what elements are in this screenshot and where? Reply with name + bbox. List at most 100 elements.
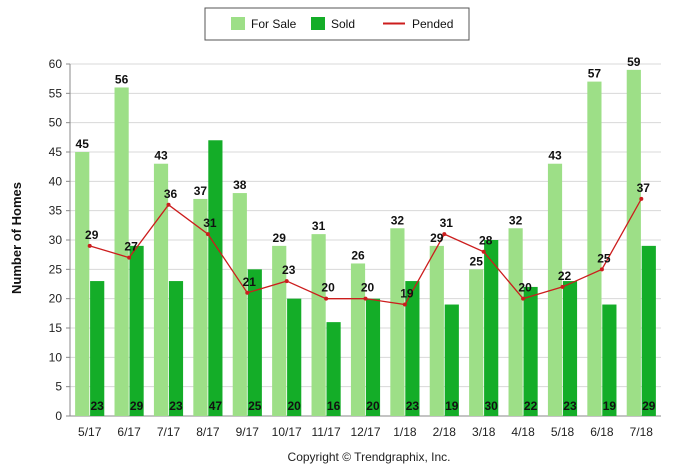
- copyright-footer: Copyright © Trendgraphix, Inc.: [288, 450, 451, 464]
- bar-for-sale: [350, 263, 366, 416]
- bar-sold: [365, 298, 381, 416]
- data-label-for-sale: 29: [273, 231, 287, 245]
- data-label-pended: 20: [361, 281, 375, 295]
- bar-sold: [287, 298, 302, 416]
- y-tick-label: 55: [49, 86, 63, 100]
- bar-for-sale: [272, 245, 287, 416]
- bar-for-sale: [153, 163, 169, 416]
- data-label-sold: 19: [445, 399, 459, 413]
- data-label-pended: 29: [85, 228, 99, 242]
- data-label-pended: 19: [400, 287, 414, 301]
- data-label-pended: 25: [597, 251, 611, 265]
- x-tick-label: 5/17: [78, 425, 102, 439]
- data-label-sold: 47: [209, 399, 223, 413]
- data-label-pended: 37: [637, 181, 651, 195]
- data-label-sold: 25: [248, 399, 262, 413]
- y-tick-label: 20: [49, 292, 63, 306]
- data-label-for-sale: 25: [470, 254, 484, 268]
- bar-sold: [129, 245, 144, 416]
- data-label-sold: 23: [91, 399, 105, 413]
- data-label-pended: 20: [518, 281, 532, 295]
- data-label-sold: 29: [130, 399, 144, 413]
- x-tick-label: 11/17: [312, 425, 341, 439]
- x-tick-label: 2/18: [433, 425, 457, 439]
- legend-swatch-for-sale: [231, 17, 245, 30]
- bar-sold: [90, 281, 105, 416]
- pended-point: [205, 232, 210, 237]
- bar-sold: [405, 281, 420, 416]
- x-tick-label: 6/17: [117, 425, 141, 439]
- pended-point: [402, 302, 407, 307]
- data-label-sold: 16: [327, 399, 341, 413]
- data-labels: 45 23 56 29 43 23 37 47 38 25 29 20 31 16 26 20 32 23 29 19…: [76, 55, 656, 413]
- data-label-pended: 31: [203, 216, 217, 230]
- legend-swatch-sold: [311, 17, 325, 30]
- pended-point: [166, 202, 171, 207]
- bar-sold: [168, 281, 184, 416]
- data-label-for-sale: 59: [627, 55, 641, 69]
- pended-line-group: [87, 196, 644, 307]
- y-tick-label: 45: [49, 145, 63, 159]
- data-label-pended: 22: [558, 269, 572, 283]
- pended-point: [245, 290, 250, 295]
- data-label-sold: 23: [169, 399, 183, 413]
- data-label-pended: 20: [321, 281, 335, 295]
- data-label-pended: 36: [164, 187, 178, 201]
- bar-sold: [247, 269, 262, 416]
- pended-point: [127, 255, 132, 260]
- y-tick-label: 50: [49, 116, 63, 130]
- pended-point: [363, 296, 368, 301]
- data-label-for-sale: 26: [351, 248, 365, 262]
- x-tick-label: 7/18: [630, 425, 654, 439]
- pended-point: [442, 232, 447, 237]
- bar-sold: [641, 245, 656, 416]
- pended-point: [284, 279, 289, 284]
- data-label-for-sale: 31: [312, 219, 326, 233]
- x-tick-label: 9/17: [236, 425, 260, 439]
- data-label-for-sale: 43: [154, 149, 168, 163]
- legend-label-for-sale: For Sale: [251, 17, 297, 31]
- pended-point: [324, 296, 329, 301]
- data-label-for-sale: 43: [548, 149, 562, 163]
- x-tick-label: 8/17: [196, 425, 220, 439]
- y-tick-label: 40: [49, 174, 63, 188]
- y-tick-label: 0: [55, 409, 62, 423]
- pended-point: [639, 196, 644, 201]
- y-tick-label: 5: [55, 380, 62, 394]
- data-label-pended: 23: [282, 263, 296, 277]
- data-label-for-sale: 29: [430, 231, 444, 245]
- data-label-for-sale: 37: [194, 184, 208, 198]
- bar-sold: [326, 322, 341, 416]
- y-tick-label: 60: [49, 57, 63, 71]
- pended-point: [521, 296, 526, 301]
- data-label-sold: 20: [288, 399, 302, 413]
- x-tick-label: 10/17: [272, 425, 302, 439]
- bar-for-sale: [626, 69, 641, 416]
- y-tick-label: 25: [49, 262, 63, 276]
- data-label-sold: 30: [485, 399, 499, 413]
- gridlines: [66, 63, 661, 417]
- x-tick-label: 3/18: [472, 425, 496, 439]
- data-label-sold: 20: [366, 399, 380, 413]
- data-label-for-sale: 57: [588, 67, 602, 81]
- bar-for-sale: [193, 198, 208, 416]
- data-label-for-sale: 32: [509, 213, 523, 227]
- data-label-pended: 31: [440, 216, 454, 230]
- data-label-sold: 23: [563, 399, 577, 413]
- data-label-sold: 23: [406, 399, 420, 413]
- data-label-sold: 29: [642, 399, 656, 413]
- bar-sold: [208, 140, 223, 416]
- bar-for-sale: [508, 228, 523, 416]
- data-label-for-sale: 38: [233, 178, 247, 192]
- bar-for-sale: [311, 234, 326, 416]
- data-label-for-sale: 32: [391, 213, 405, 227]
- legend-label-sold: Sold: [331, 17, 355, 31]
- bars: [75, 69, 656, 416]
- bar-for-sale: [390, 228, 405, 416]
- x-tick-label: 7/17: [157, 425, 181, 439]
- bar-for-sale: [469, 269, 484, 416]
- bar-for-sale: [75, 152, 90, 416]
- x-tick-label: 1/18: [393, 425, 417, 439]
- pended-point: [87, 243, 92, 248]
